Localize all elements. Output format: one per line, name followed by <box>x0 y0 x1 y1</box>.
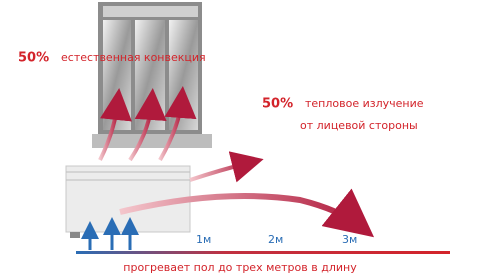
distance-label: 1м <box>196 233 211 246</box>
floor-line <box>76 251 450 254</box>
radiation-percent: 50% <box>262 97 293 112</box>
radiation-label: тепловое излучение <box>305 97 424 110</box>
convection-label: естественная конвекция <box>61 51 206 64</box>
diagram: 50% естественная конвекция 50% тепловое … <box>0 0 478 278</box>
window <box>92 2 212 148</box>
distance-label: 3м <box>342 233 357 246</box>
radiation-label: от лицевой стороны <box>300 119 418 132</box>
caption: прогревает пол до трех метров в длину <box>123 261 357 274</box>
convection-percent: 50% <box>18 51 49 66</box>
distance-label: 2м <box>268 233 283 246</box>
